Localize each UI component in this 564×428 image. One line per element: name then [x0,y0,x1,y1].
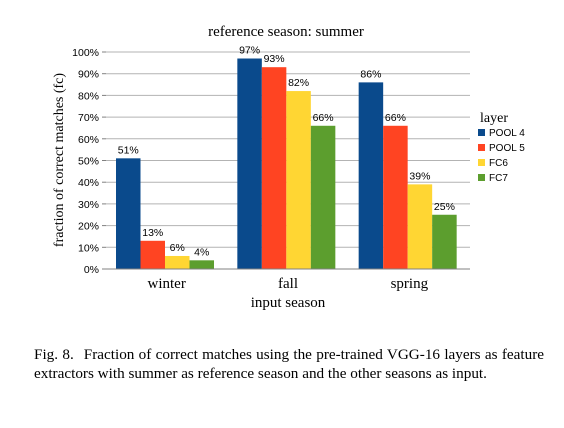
bar [261,67,287,269]
bar [140,240,165,269]
y-tick-label: 70% [78,112,99,124]
y-tick-label: 20% [78,221,99,233]
y-tick-label: 30% [78,199,99,211]
bar-value-label: 51% [118,144,139,156]
y-tick-label: 50% [78,156,99,168]
chart-title: reference season: summer [208,24,364,40]
bar-chart-figure: reference season: summer fraction of cor… [52,24,525,311]
legend-title: layer [480,111,508,126]
bar [310,125,336,269]
legend-swatch [478,159,485,166]
legend-swatch [478,144,485,151]
bar [189,260,214,269]
bar [383,125,408,269]
bar [237,58,262,270]
bar-value-label: 4% [194,246,209,258]
bars [116,58,457,270]
bar-value-label: 86% [360,68,381,80]
bar-value-label: 82% [288,77,309,89]
y-tick-label: 90% [78,69,99,81]
bar [116,158,141,269]
figure-caption: Fig. 8. Fraction of correct matches using… [34,345,544,383]
bar [358,82,384,269]
data-labels: 51% 13% 6% 4% 97% 93%82% 66% 86% 66% 39% 25% [118,45,455,259]
x-tick-labels: winter fall spring [148,276,429,292]
y-tick-label: 0% [84,264,99,276]
x-tick-label: fall [278,276,298,292]
legend-label: POOL 4 [489,128,525,139]
bar [165,255,190,269]
x-tick-label: spring [391,276,429,292]
bar-value-label: 6% [170,242,185,254]
bar-chart: reference season: summer fraction of cor… [52,24,525,311]
y-tick-label: 60% [78,134,99,146]
caption-text: Fraction of correct matches using the pr… [34,346,545,382]
legend-label: POOL 5 [489,143,525,154]
bar-value-label: 13% [142,227,163,239]
legend: layer POOL 4 POOL 5 FC6 FC7 [478,111,525,184]
bar-value-label: 25% [434,201,455,213]
bar [407,184,433,269]
y-tick-labels: 0% 10% 20% 30% 40% 50% 60% 70% 80% 90% 100% [72,47,99,276]
y-axis-label: fraction of correct matches (fc) [52,73,67,247]
bar [432,214,457,269]
y-tick-label: 100% [72,47,99,59]
x-axis-label: input season [251,295,326,311]
bar-value-label: 66% [313,112,334,124]
y-tick-label: 10% [78,242,99,254]
legend-label: FC7 [489,173,508,184]
bar-value-label: 39% [409,170,430,182]
y-tick-label: 80% [78,90,99,102]
bar-value-label: 93% [264,53,285,65]
legend-items: POOL 4 POOL 5 FC6 FC7 [478,128,525,184]
y-tick-label: 40% [78,177,99,189]
caption-label: Fig. 8. [34,346,74,363]
bar-value-label: 66% [385,112,406,124]
legend-swatch [478,174,485,181]
legend-swatch [478,129,485,136]
legend-label: FC6 [489,158,508,169]
x-tick-label: winter [148,276,186,292]
bar [286,91,311,269]
bar-value-label: 97% [239,45,260,57]
